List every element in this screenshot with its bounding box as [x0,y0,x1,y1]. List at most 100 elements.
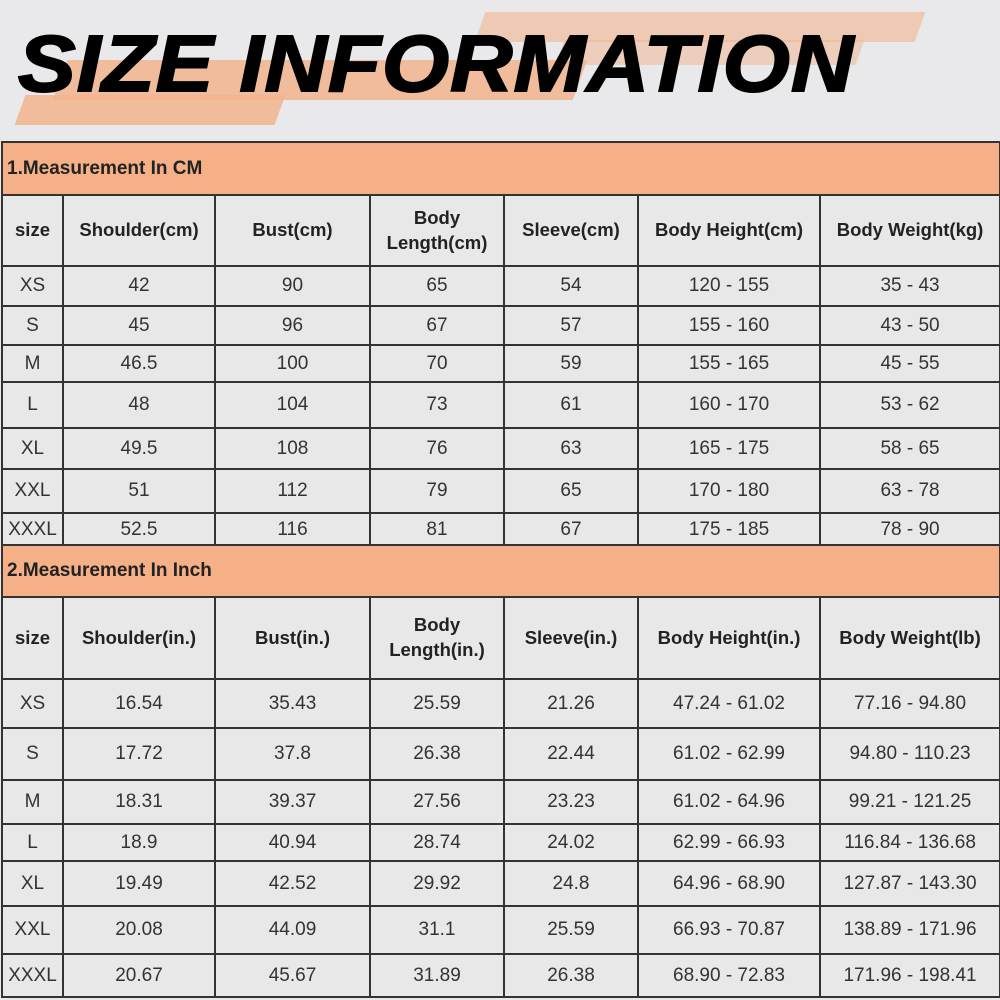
table-row: S 45 96 67 57 155 - 160 43 - 50 [1,305,1000,346]
value-cell: 61.02 - 64.96 [637,779,821,825]
value-cell: 81 [369,512,505,547]
value-cell: 31.1 [369,905,505,955]
value-cell: 45.67 [214,953,371,998]
table-row: M 18.31 39.37 27.56 23.23 61.02 - 64.96 99.21 … [1,779,1000,825]
value-cell: 108 [214,427,371,470]
size-cell: L [1,381,64,429]
value-cell: 45 - 55 [818,344,1000,383]
size-cell: S [1,727,64,781]
value-cell: 155 - 160 [637,305,821,346]
value-cell: 20.08 [62,905,216,955]
value-cell: 165 - 175 [637,427,821,470]
value-cell: 63 - 78 [818,468,1000,514]
size-cell: L [1,823,64,862]
table-row: XS 16.54 35.43 25.59 21.26 47.24 - 61.02 77.16… [1,678,1000,729]
column-header: Body Length(cm) [369,194,505,267]
table-row: XL 49.5 108 76 63 165 - 175 58 - 65 [1,427,1000,470]
value-cell: 47.24 - 61.02 [637,678,821,729]
value-cell: 27.56 [369,779,505,825]
value-cell: 155 - 165 [637,344,821,383]
table-row: M 46.5 100 70 59 155 - 165 45 - 55 [1,344,1000,383]
value-cell: 52.5 [62,512,216,547]
value-cell: 28.74 [369,823,505,862]
value-cell: 26.38 [503,953,639,998]
value-cell: 61 [503,381,639,429]
table-row: XXXL 20.67 45.67 31.89 26.38 68.90 - 72.83 171… [1,953,1000,998]
column-header: Body Weight(kg) [818,194,1000,267]
table-row: XXL 51 112 79 65 170 - 180 63 - 78 [1,468,1000,514]
value-cell: 29.92 [369,860,505,907]
column-header: size [1,596,64,680]
column-header: Bust(in.) [214,596,371,680]
column-header: Bust(cm) [214,194,371,267]
value-cell: 51 [62,468,216,514]
size-table-inch: 2.Measurement In Inch size Shoulder(in.) Bu… [0,544,1000,998]
size-cell: XXL [1,468,64,514]
value-cell: 42 [62,265,216,307]
value-cell: 70 [369,344,505,383]
value-cell: 77.16 - 94.80 [818,678,1000,729]
value-cell: 68.90 - 72.83 [637,953,821,998]
size-cell: XXL [1,905,64,955]
value-cell: 63 [503,427,639,470]
value-cell: 64.96 - 68.90 [637,860,821,907]
column-header: size [1,194,64,267]
section-header: 2.Measurement In Inch [0,544,1000,598]
value-cell: 37.8 [214,727,371,781]
table-row: S 17.72 37.8 26.38 22.44 61.02 - 62.99 94.80 -… [1,727,1000,781]
value-cell: 39.37 [214,779,371,825]
value-cell: 61.02 - 62.99 [637,727,821,781]
value-cell: 31.89 [369,953,505,998]
value-cell: 120 - 155 [637,265,821,307]
value-cell: 65 [503,468,639,514]
table-row: L 18.9 40.94 28.74 24.02 62.99 - 66.93 116.84 … [1,823,1000,862]
value-cell: 48 [62,381,216,429]
column-header: Body Weight(lb) [818,596,1000,680]
value-cell: 58 - 65 [818,427,1000,470]
column-header: Shoulder(in.) [62,596,216,680]
value-cell: 53 - 62 [818,381,1000,429]
column-header: Body Length(in.) [369,596,505,680]
value-cell: 96 [214,305,371,346]
table-row: XL 19.49 42.52 29.92 24.8 64.96 - 68.90 127.87… [1,860,1000,907]
value-cell: 66.93 - 70.87 [637,905,821,955]
value-cell: 112 [214,468,371,514]
value-cell: 65 [369,265,505,307]
table-row: XS 42 90 65 54 120 - 155 35 - 43 [1,265,1000,307]
value-cell: 116.84 - 136.68 [818,823,1000,862]
value-cell: 40.94 [214,823,371,862]
value-cell: 99.21 - 121.25 [818,779,1000,825]
size-cell: XS [1,265,64,307]
size-cell: S [1,305,64,346]
value-cell: 138.89 - 171.96 [818,905,1000,955]
value-cell: 160 - 170 [637,381,821,429]
value-cell: 42.52 [214,860,371,907]
value-cell: 23.23 [503,779,639,825]
value-cell: 18.9 [62,823,216,862]
value-cell: 78 - 90 [818,512,1000,547]
value-cell: 62.99 - 66.93 [637,823,821,862]
column-header: Body Height(in.) [637,596,821,680]
header-row: size Shoulder(cm) Bust(cm) Body Length(cm) S… [1,194,1000,267]
size-cell: XXXL [1,512,64,547]
value-cell: 35.43 [214,678,371,729]
column-header: Body Height(cm) [637,194,821,267]
value-cell: 19.49 [62,860,216,907]
value-cell: 45 [62,305,216,346]
value-cell: 25.59 [369,678,505,729]
value-cell: 116 [214,512,371,547]
table-row: L 48 104 73 61 160 - 170 53 - 62 [1,381,1000,429]
size-cell: XL [1,860,64,907]
value-cell: 67 [503,512,639,547]
value-cell: 43 - 50 [818,305,1000,346]
size-cell: XXXL [1,953,64,998]
value-cell: 104 [214,381,371,429]
size-cell: XS [1,678,64,729]
value-cell: 46.5 [62,344,216,383]
value-cell: 26.38 [369,727,505,781]
value-cell: 24.02 [503,823,639,862]
value-cell: 49.5 [62,427,216,470]
value-cell: 21.26 [503,678,639,729]
section-header: 1.Measurement In CM [0,141,1000,196]
value-cell: 94.80 - 110.23 [818,727,1000,781]
